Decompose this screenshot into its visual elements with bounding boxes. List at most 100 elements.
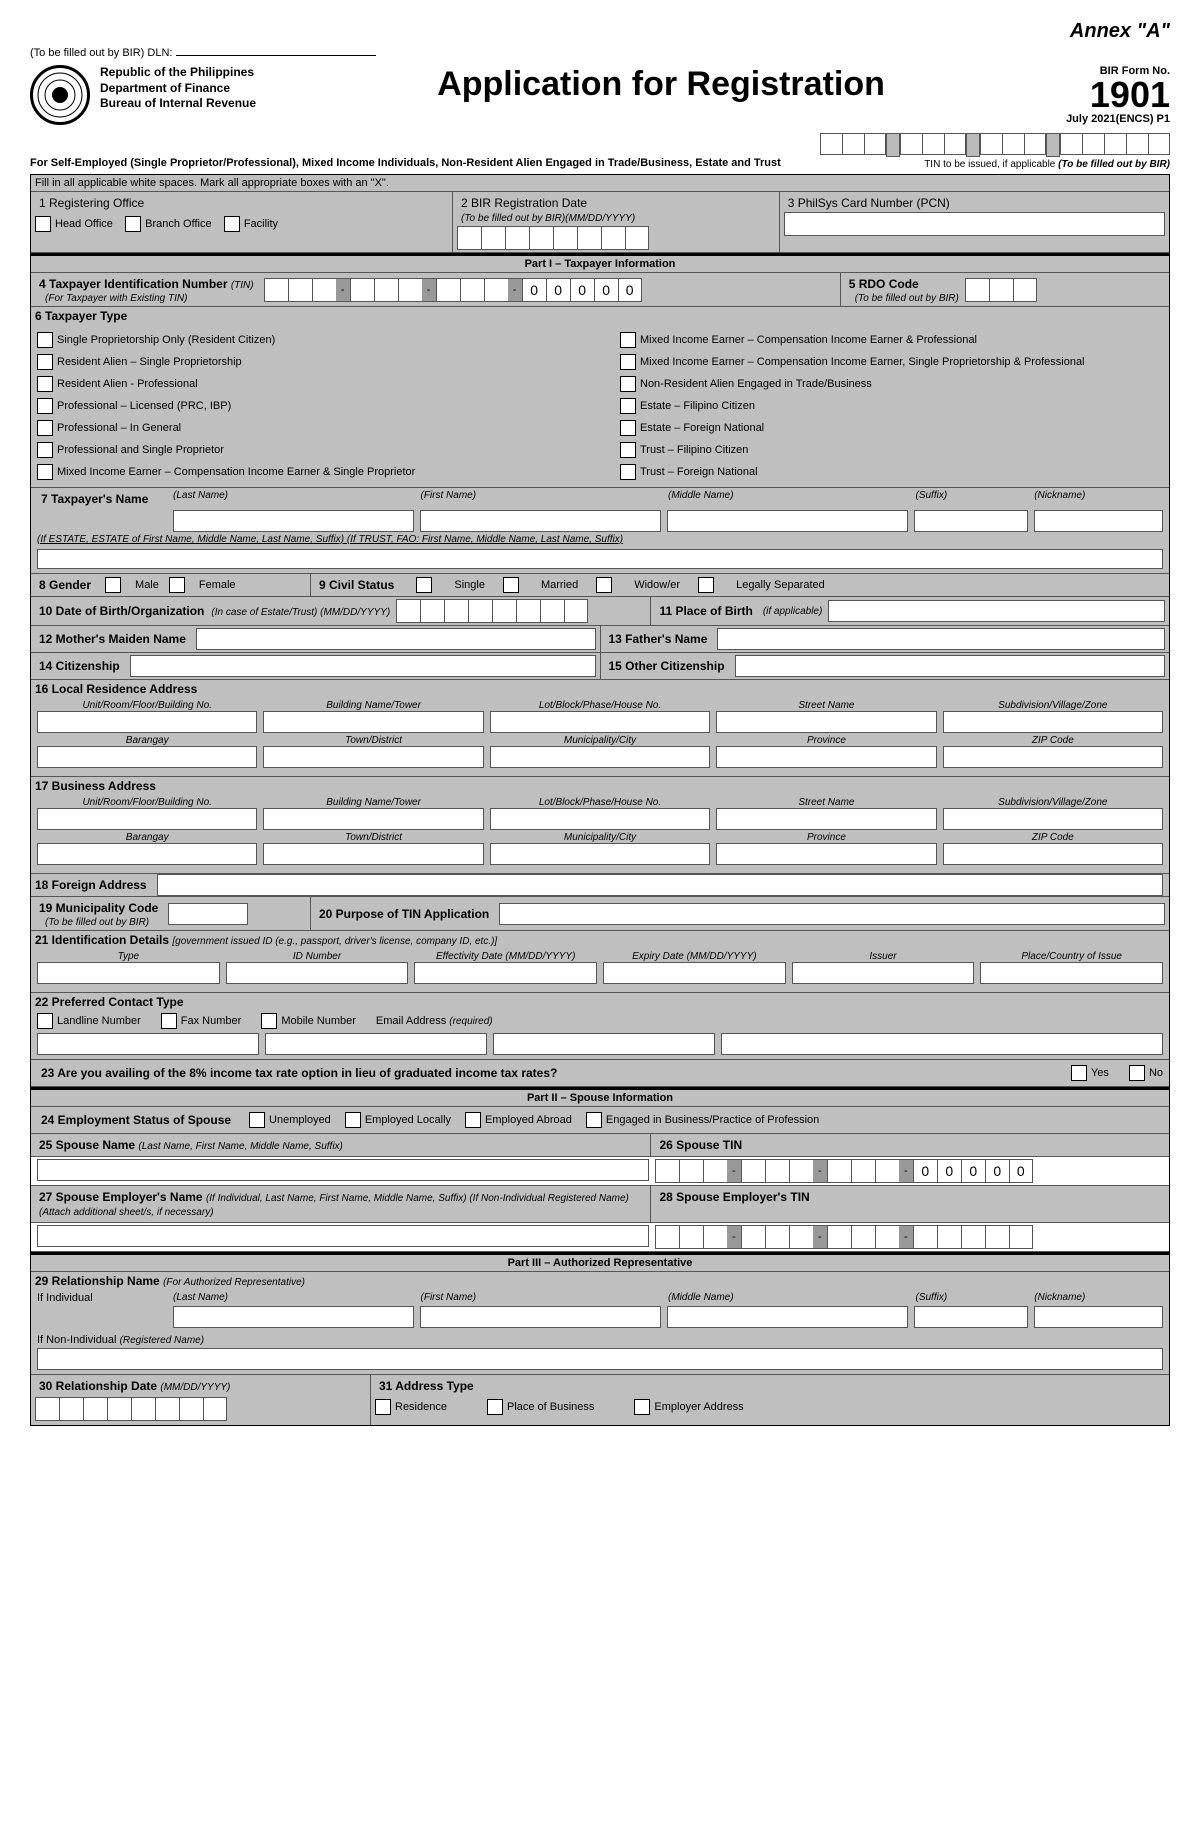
f21-i2[interactable] xyxy=(414,962,597,984)
chk-mobile[interactable] xyxy=(261,1013,277,1029)
f26-input[interactable]: - - - 00000 xyxy=(655,1159,1163,1183)
chk-tp-13[interactable] xyxy=(620,464,636,480)
chk-tp-5[interactable] xyxy=(37,442,53,458)
f30-input[interactable] xyxy=(35,1395,366,1423)
chk-facility[interactable] xyxy=(224,216,240,232)
f16-i7[interactable] xyxy=(490,746,710,768)
f29-i0[interactable] xyxy=(173,1306,414,1328)
f29-i3[interactable] xyxy=(914,1306,1028,1328)
chk-married[interactable] xyxy=(503,577,519,593)
f4-tin-input[interactable]: - - - 00000 xyxy=(264,278,642,302)
f16-i9[interactable] xyxy=(943,746,1163,768)
f17-i3[interactable] xyxy=(716,808,936,830)
f21-i0[interactable] xyxy=(37,962,220,984)
f10-input[interactable] xyxy=(396,599,588,623)
f21-i4[interactable] xyxy=(792,962,975,984)
f17-i1[interactable] xyxy=(263,808,483,830)
f17-i6[interactable] xyxy=(263,843,483,865)
chk-tp-10[interactable] xyxy=(620,398,636,414)
f3-input[interactable] xyxy=(784,212,1165,236)
f29-i1[interactable] xyxy=(420,1306,661,1328)
chk-tp-12[interactable] xyxy=(620,442,636,458)
f19-input[interactable] xyxy=(168,903,248,925)
f5-input[interactable] xyxy=(965,278,1037,302)
chk-tp-7[interactable] xyxy=(620,332,636,348)
chk-tp-8[interactable] xyxy=(620,354,636,370)
f16-i3[interactable] xyxy=(716,711,936,733)
f21-i3[interactable] xyxy=(603,962,786,984)
f16-i1[interactable] xyxy=(263,711,483,733)
chk-legsep[interactable] xyxy=(698,577,714,593)
f17-i7[interactable] xyxy=(490,843,710,865)
f29-i4[interactable] xyxy=(1034,1306,1163,1328)
f17-i9[interactable] xyxy=(943,843,1163,865)
f22-i1[interactable] xyxy=(265,1033,487,1055)
f16-i8[interactable] xyxy=(716,746,936,768)
chk-single[interactable] xyxy=(416,577,432,593)
chk-residence[interactable] xyxy=(375,1399,391,1415)
f17-i0[interactable] xyxy=(37,808,257,830)
f17-i8[interactable] xyxy=(716,843,936,865)
chk-tp-0[interactable] xyxy=(37,332,53,348)
f7-i2[interactable] xyxy=(667,510,908,532)
f28-input[interactable]: - - - xyxy=(655,1225,1163,1249)
f14-input[interactable] xyxy=(130,655,596,677)
f25-input[interactable] xyxy=(37,1159,649,1181)
opt-yes: Yes xyxy=(1091,1067,1109,1079)
f2-input[interactable] xyxy=(457,226,775,250)
chk-tp-2[interactable] xyxy=(37,376,53,392)
f12-input[interactable] xyxy=(196,628,596,650)
f16-i2[interactable] xyxy=(490,711,710,733)
f7-i1[interactable] xyxy=(420,510,661,532)
dln-line[interactable] xyxy=(176,55,376,56)
f16-i4[interactable] xyxy=(943,711,1163,733)
chk-pob[interactable] xyxy=(487,1399,503,1415)
chk-head-office[interactable] xyxy=(35,216,51,232)
chk-female[interactable] xyxy=(169,577,185,593)
chk-engbus[interactable] xyxy=(586,1112,602,1128)
chk-fax[interactable] xyxy=(161,1013,177,1029)
f16-i0[interactable] xyxy=(37,711,257,733)
f7-full-input[interactable] xyxy=(37,549,1163,569)
f20-input[interactable] xyxy=(499,903,1165,925)
chk-branch-office[interactable] xyxy=(125,216,141,232)
f22-i2[interactable] xyxy=(493,1033,715,1055)
chk-no[interactable] xyxy=(1129,1065,1145,1081)
f17-i2[interactable] xyxy=(490,808,710,830)
f16-i6[interactable] xyxy=(263,746,483,768)
f16-i5[interactable] xyxy=(37,746,257,768)
f7-i4[interactable] xyxy=(1034,510,1163,532)
f29-i2[interactable] xyxy=(667,1306,908,1328)
f19-label: 19 Municipality Code xyxy=(35,899,162,917)
f13-input[interactable] xyxy=(717,628,1165,650)
chk-tp-6[interactable] xyxy=(37,464,53,480)
f7-i0[interactable] xyxy=(173,510,414,532)
chk-tp-1[interactable] xyxy=(37,354,53,370)
f18-input[interactable] xyxy=(157,874,1163,896)
f21-i1[interactable] xyxy=(226,962,409,984)
f17-i4[interactable] xyxy=(943,808,1163,830)
f7-i3[interactable] xyxy=(914,510,1028,532)
tin-issue-boxes[interactable] xyxy=(820,133,1170,157)
chk-tp-4[interactable] xyxy=(37,420,53,436)
chk-empabroad[interactable] xyxy=(465,1112,481,1128)
f11-input[interactable] xyxy=(828,600,1165,622)
f22-i0[interactable] xyxy=(37,1033,259,1055)
f21-i5[interactable] xyxy=(980,962,1163,984)
a1-l4: Subdivision/Village/Zone xyxy=(943,700,1163,711)
chk-tp-3[interactable] xyxy=(37,398,53,414)
f15-input[interactable] xyxy=(735,655,1165,677)
f27-input[interactable] xyxy=(37,1225,649,1247)
f22-i3[interactable] xyxy=(721,1033,1163,1055)
chk-male[interactable] xyxy=(105,577,121,593)
f17-i5[interactable] xyxy=(37,843,257,865)
chk-landline[interactable] xyxy=(37,1013,53,1029)
chk-emplocal[interactable] xyxy=(345,1112,361,1128)
chk-empaddr[interactable] xyxy=(634,1399,650,1415)
chk-yes[interactable] xyxy=(1071,1065,1087,1081)
chk-widow[interactable] xyxy=(596,577,612,593)
f29-nind-input[interactable] xyxy=(37,1348,1163,1370)
chk-tp-9[interactable] xyxy=(620,376,636,392)
chk-unemp[interactable] xyxy=(249,1112,265,1128)
chk-tp-11[interactable] xyxy=(620,420,636,436)
